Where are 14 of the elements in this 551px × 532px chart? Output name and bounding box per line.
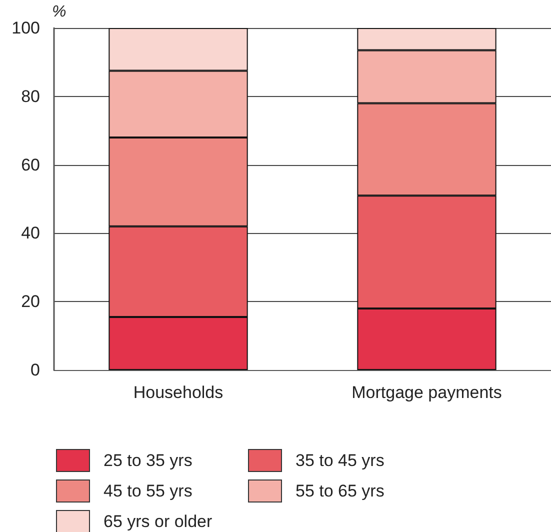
legend-label: 45 to 55 yrs (104, 482, 192, 500)
x-tick-label: Mortgage payments (352, 383, 502, 402)
legend-label: 35 to 45 yrs (296, 451, 384, 470)
legend-label: 65 yrs or older (104, 512, 212, 531)
y-tick-label: 60 (21, 155, 40, 174)
y-tick-label: 80 (21, 86, 40, 106)
legend-label: 55 to 65 yrs (296, 482, 384, 500)
y-tick-label: 0 (30, 360, 40, 380)
y-tick-label: 100 (12, 18, 40, 38)
legend-label: 25 to 35 yrs (104, 451, 192, 470)
y-tick-label: 40 (21, 224, 40, 243)
x-tick-label: Households (133, 383, 224, 402)
y-tick-label: 20 (21, 292, 40, 312)
y-axis-title: % (52, 4, 66, 20)
